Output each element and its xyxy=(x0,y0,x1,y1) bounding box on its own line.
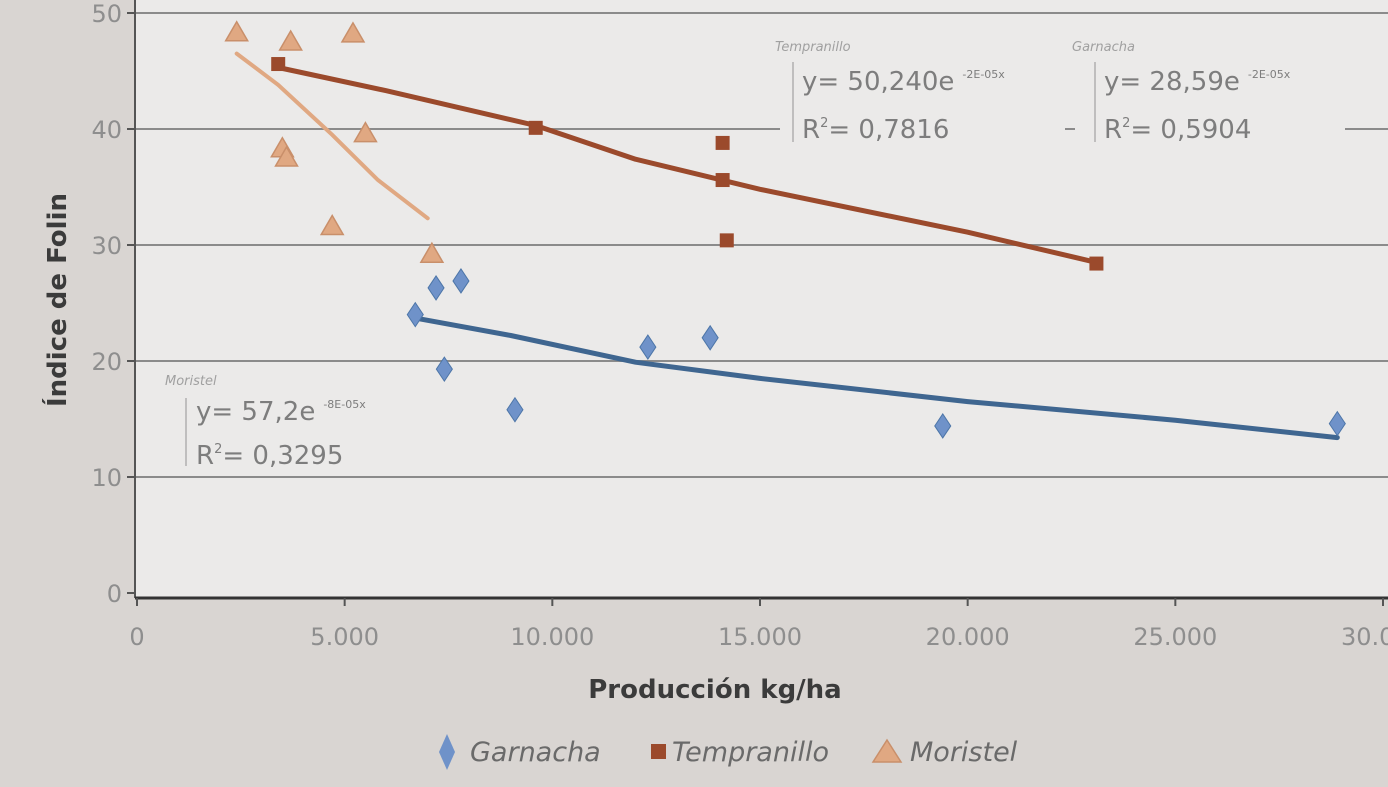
trendline-tempranillo xyxy=(275,65,1099,265)
y-tick-label: 30 xyxy=(91,232,122,260)
annotation-garnacha: Garnacha y= 28,59e -2E-05x R2= 0,5904 xyxy=(1072,38,1345,148)
x-tick-label: 30.000 xyxy=(1341,623,1388,651)
legend-item-tempranillo: Tempranillo xyxy=(651,737,829,768)
y-tick-label: 20 xyxy=(91,348,122,376)
y-axis-title: Índice de Folin xyxy=(41,193,73,407)
point-moristel xyxy=(319,213,345,236)
point-tempranillo xyxy=(715,135,730,150)
point-garnacha xyxy=(1328,410,1346,437)
point-garnacha xyxy=(934,413,952,439)
x-tick-label: 25.000 xyxy=(1133,623,1217,651)
legend-item-garnacha: Garnacha xyxy=(439,734,601,770)
point-garnacha xyxy=(639,334,657,360)
annotation-tempranillo: Tempranillo y= 50,240e -2E-05x R2= 0,7816 xyxy=(775,38,1065,148)
annotation-moristel: Moristel y= 57,2e -8E-05x R2= 0,3295 xyxy=(160,368,420,471)
x-tick-label: 5.000 xyxy=(310,623,379,651)
point-moristel xyxy=(340,21,366,43)
annotation-garnacha-name: Garnacha xyxy=(1072,40,1135,55)
annotation-garnacha-equation: y= 28,59e -2E-05x xyxy=(1104,67,1291,97)
x-tick-label: 10.000 xyxy=(510,623,594,651)
annotation-tempranillo-name: Tempranillo xyxy=(775,40,851,55)
point-garnacha xyxy=(406,301,424,328)
point-garnacha xyxy=(701,324,719,351)
legend-label-tempranillo: Tempranillo xyxy=(672,737,829,768)
point-tempranillo xyxy=(715,173,730,188)
x-tick-label: 0 xyxy=(129,623,144,651)
point-tempranillo xyxy=(1089,256,1104,271)
point-tempranillo xyxy=(719,233,734,248)
legend: Garnacha Tempranillo Moristel xyxy=(439,734,1018,770)
legend-diamond-icon xyxy=(439,734,455,770)
x-axis-title: Producción kg/ha xyxy=(588,675,841,705)
gridlines xyxy=(135,12,1388,478)
point-garnacha xyxy=(452,268,470,294)
point-moristel xyxy=(224,20,249,42)
point-moristel xyxy=(274,145,299,167)
point-tempranillo xyxy=(271,57,286,72)
y-tick-label: 0 xyxy=(107,580,122,608)
legend-triangle-icon xyxy=(871,738,903,763)
x-tick-label: 15.000 xyxy=(718,623,802,651)
x-tick-label: 20.000 xyxy=(926,623,1010,651)
y-tick-label: 50 xyxy=(91,0,122,28)
point-garnacha xyxy=(427,275,445,301)
point-moristel xyxy=(419,241,445,264)
trendline-garnacha xyxy=(412,315,1340,441)
point-garnacha xyxy=(506,396,524,423)
legend-square-icon xyxy=(651,744,666,759)
point-moristel xyxy=(353,121,378,143)
y-tick-label: 40 xyxy=(91,116,122,144)
legend-item-moristel: Moristel xyxy=(871,737,1018,768)
point-garnacha xyxy=(435,356,453,383)
axes: 0 10 20 30 40 50 0 5.000 10.000 15.000 20.000 25.00… xyxy=(91,0,1388,651)
y-tick-label: 10 xyxy=(91,464,122,492)
point-moristel xyxy=(278,29,303,51)
data-points xyxy=(224,20,1346,439)
annotation-moristel-name: Moristel xyxy=(165,374,217,389)
trendline-moristel xyxy=(234,51,430,221)
annotation-garnacha-r2: R2= 0,5904 xyxy=(1104,115,1251,145)
annotation-tempranillo-equation: y= 50,240e -2E-05x xyxy=(802,67,1005,97)
legend-label-moristel: Moristel xyxy=(910,737,1018,768)
annotation-moristel-r2: R2= 0,3295 xyxy=(196,441,343,471)
legend-label-garnacha: Garnacha xyxy=(470,737,601,768)
annotation-tempranillo-r2: R2= 0,7816 xyxy=(802,115,949,145)
trendlines xyxy=(234,51,1340,441)
point-tempranillo xyxy=(528,120,543,135)
annotation-moristel-equation: y= 57,2e -8E-05x xyxy=(196,397,366,427)
